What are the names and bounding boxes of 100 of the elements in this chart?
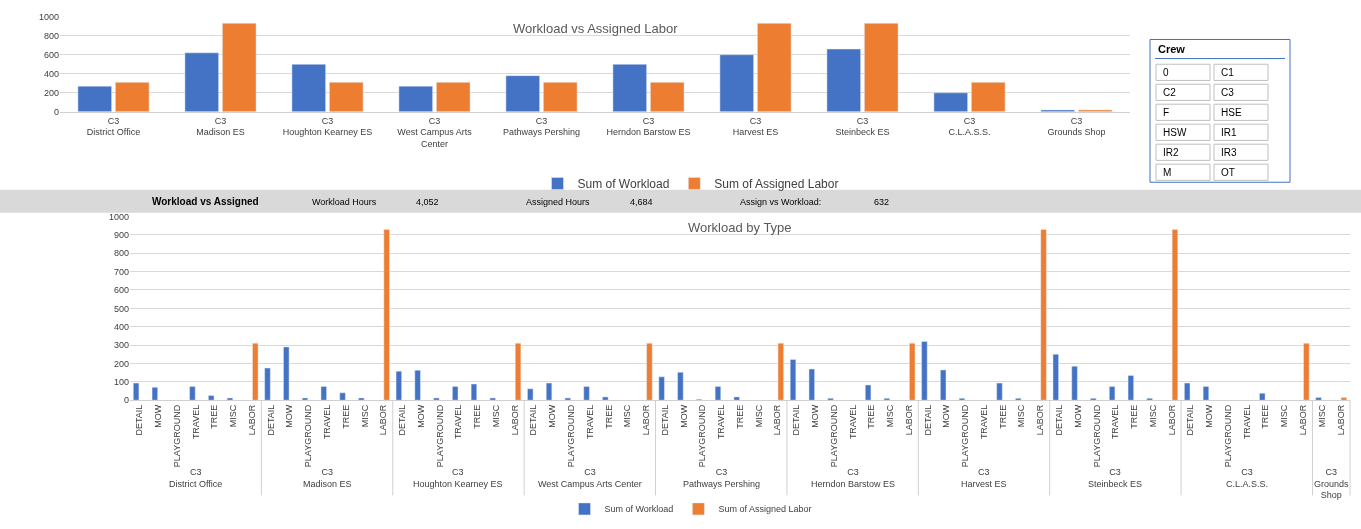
x-tick-label: PLAYGROUND	[1222, 404, 1233, 468]
x-tick-label: MISC	[753, 404, 764, 428]
bar	[826, 48, 861, 112]
x-tick-label: MISC	[228, 404, 239, 428]
text: Workload vs Assigned	[152, 196, 259, 207]
bar	[602, 396, 609, 401]
x-tick-label: DETAIL	[1054, 404, 1065, 436]
bar	[505, 75, 540, 112]
bar	[414, 370, 421, 401]
bar	[1184, 382, 1191, 401]
legend-label: Sum of Assigned Labor	[718, 504, 812, 515]
y-tick-label: 400	[43, 68, 59, 79]
x-tick-label: TREE	[734, 404, 745, 429]
x-tick-label: LABOR	[1298, 404, 1309, 436]
bar	[658, 376, 665, 401]
text: F	[1163, 107, 1170, 118]
bar	[398, 85, 433, 112]
bar	[115, 82, 150, 112]
x-tick-label: MOW	[547, 404, 558, 428]
x-tick-label: C3 Herndon Barstow ES	[606, 115, 691, 138]
bar	[1127, 375, 1134, 401]
bar	[383, 229, 390, 401]
text: 0	[1163, 67, 1169, 78]
bar	[650, 82, 685, 112]
x-tick-label: DETAIL	[1185, 404, 1196, 436]
text: C3 Madison ES	[303, 467, 352, 489]
bar	[395, 370, 402, 401]
x-tick-label: DETAIL	[791, 404, 802, 436]
text: C3 West Campus Arts Center	[538, 467, 642, 489]
x-tick-label: MISC	[359, 404, 370, 428]
y-tick-label: 100	[113, 376, 129, 387]
x-tick-label: LABOR	[772, 404, 783, 436]
x-tick-label: MISC	[1316, 404, 1327, 428]
bar	[1202, 386, 1210, 401]
bar	[436, 82, 471, 112]
chart-title: Workload vs Assigned Labor	[513, 21, 679, 36]
bar	[865, 384, 872, 401]
x-tick-label: TRAVEL	[190, 404, 201, 440]
bar	[470, 383, 478, 401]
x-tick-label: LABOR	[641, 404, 652, 436]
text: C1	[1221, 67, 1235, 78]
x-tick-label: LABOR	[378, 404, 389, 436]
y-tick-label: 500	[113, 303, 129, 314]
x-tick-label: DETAIL	[659, 404, 670, 436]
bar	[1040, 229, 1047, 401]
bar	[646, 343, 653, 401]
x-tick-label: TRAVEL	[322, 404, 332, 440]
bar	[527, 388, 534, 401]
x-tick-label: C3 Harvest ES	[732, 115, 779, 138]
bar	[189, 386, 196, 401]
text: Crew	[1158, 43, 1186, 55]
text: Assign vs Workload:	[740, 197, 822, 207]
x-tick-label: PLAYGROUND	[171, 404, 182, 468]
text: 632	[874, 197, 890, 207]
x-tick-label: TREE	[209, 404, 220, 429]
bar	[714, 386, 722, 401]
x-tick-label: PLAYGROUND	[303, 404, 314, 468]
bar	[612, 63, 647, 112]
text: C2	[1163, 87, 1177, 98]
x-tick-label: C3 Grounds Shop	[1047, 115, 1106, 138]
x-tick-label: TRAVEL	[716, 404, 727, 440]
bar	[996, 382, 1003, 401]
bar	[909, 343, 916, 401]
x-tick-label: MOW	[678, 404, 689, 428]
y-tick-label: 700	[113, 266, 129, 277]
x-tick-label: TRAVEL	[1110, 404, 1121, 440]
bar	[719, 54, 754, 112]
bar	[1315, 397, 1322, 401]
text: IR2	[1163, 147, 1179, 158]
y-tick-label: 800	[43, 30, 59, 41]
bar	[808, 368, 815, 401]
bar	[564, 397, 571, 401]
x-tick-label: MISC	[490, 404, 501, 428]
text: Assigned Hours	[526, 197, 591, 207]
x-tick-label: DETAIL	[922, 404, 933, 436]
bar	[583, 386, 590, 401]
y-tick-label: 1000	[38, 11, 59, 22]
x-tick-label: PLAYGROUND	[1091, 404, 1102, 468]
text: C3 District Office	[169, 467, 223, 489]
bar	[1109, 386, 1116, 401]
x-tick-label: LABOR	[509, 404, 520, 436]
x-tick-label: C3 Pathways Pershing	[502, 115, 581, 138]
chart-title: Workload by Type	[688, 220, 792, 235]
bar	[933, 92, 968, 112]
x-tick-label: DETAIL	[528, 404, 539, 436]
x-tick-label: TREE	[1129, 404, 1140, 429]
bar	[208, 395, 215, 401]
bar	[757, 23, 792, 112]
y-tick-label: 600	[113, 285, 129, 296]
legend-label: Sum of Workload	[604, 504, 674, 515]
y-tick-label: 600	[43, 49, 59, 60]
bar	[921, 341, 928, 401]
text: HSW	[1163, 127, 1187, 138]
text: HSE	[1221, 107, 1242, 118]
x-tick-label: LABOR	[1035, 404, 1046, 436]
bar	[301, 397, 309, 401]
y-tick-label: 0	[53, 106, 59, 117]
bar	[433, 397, 440, 401]
bar	[329, 82, 364, 112]
x-tick-label: TREE	[603, 404, 614, 429]
